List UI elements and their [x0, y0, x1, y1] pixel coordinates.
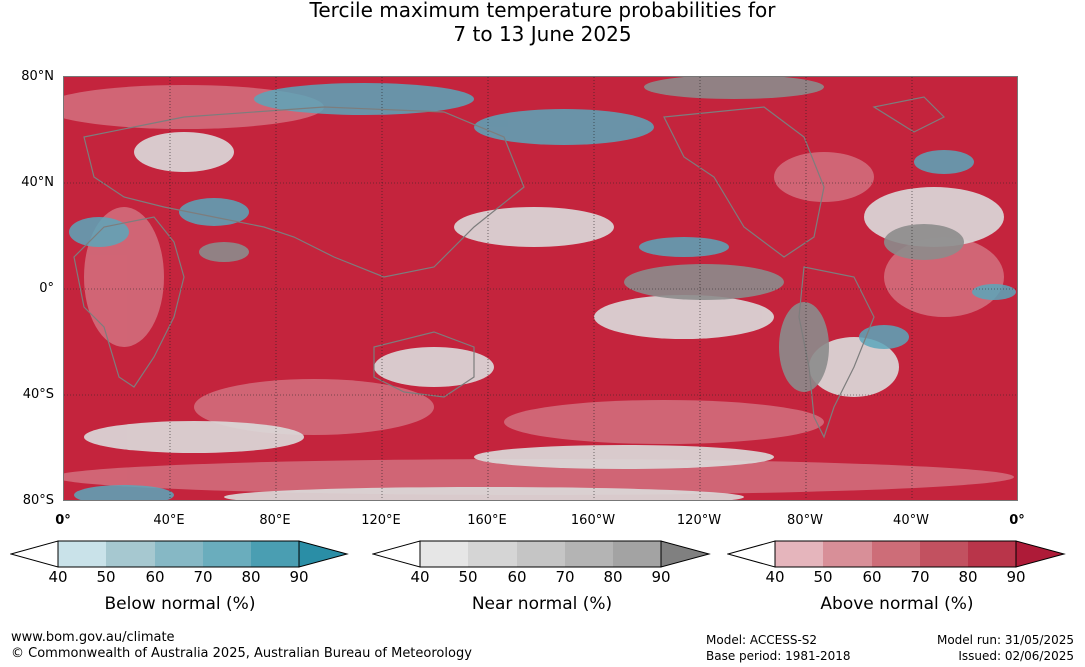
lon-label-160e: 160°E [467, 513, 507, 528]
colorbar-above-seg-3 [872, 541, 920, 567]
below-tick-40: 40 [48, 568, 68, 586]
below-tick-90: 90 [289, 568, 309, 586]
chart-title: Tercile maximum temperature probabilitie… [0, 0, 1085, 46]
near-tick-50: 50 [458, 568, 478, 586]
colorbar-below-seg-6 [299, 541, 347, 567]
colorbar-below-seg-0 [11, 541, 58, 567]
model-name: Model: ACCESS-S2 [706, 633, 818, 647]
lat-label-40n: 40°N [21, 175, 54, 190]
lat-label-80n: 80°N [21, 69, 54, 84]
colorbar-near-seg-1 [420, 541, 468, 567]
above-tick-40: 40 [765, 568, 785, 586]
legend-below-normal: 40 50 60 70 80 90 Below normal (%) [10, 540, 350, 620]
below-tick-70: 70 [193, 568, 213, 586]
colorbar-near-seg-2 [468, 541, 517, 567]
near-tick-40: 40 [410, 568, 430, 586]
colorbar-above-seg-6 [1016, 541, 1064, 567]
above-tick-80: 80 [958, 568, 978, 586]
title-line-2: 7 to 13 June 2025 [453, 22, 632, 46]
lon-label-80w: 80°W [787, 513, 823, 528]
model-run-date: Model run: 31/05/2025 [936, 633, 1074, 647]
lon-label-80e: 80°E [259, 513, 291, 528]
above-tick-70: 70 [910, 568, 930, 586]
near-tick-80: 80 [603, 568, 623, 586]
footer-left: www.bom.gov.au/climate © Commonwealth of… [11, 630, 472, 662]
colorbar-near-seg-6 [661, 541, 709, 567]
lon-label-160w: 160°W [570, 513, 616, 528]
colorbar-near [372, 540, 711, 568]
above-tick-60: 60 [862, 568, 882, 586]
copyright-text: © Commonwealth of Australia 2025, Austra… [11, 646, 472, 661]
legend-above-normal: 40 50 60 70 80 90 Above normal (%) [727, 540, 1067, 620]
colorbar-below-seg-2 [106, 541, 155, 567]
colorbar-above-seg-4 [920, 541, 968, 567]
colorbar-above-seg-0 [728, 541, 775, 567]
lon-label-0-left: 0° [55, 513, 71, 528]
above-tick-50: 50 [813, 568, 833, 586]
lon-label-40e: 40°E [153, 513, 185, 528]
below-tick-60: 60 [145, 568, 165, 586]
colorbar-below [10, 540, 349, 568]
colorbar-near-seg-3 [517, 541, 565, 567]
lat-label-40s: 40°S [22, 387, 54, 402]
near-tick-60: 60 [507, 568, 527, 586]
base-period: Base period: 1981-2018 [706, 649, 851, 663]
coastlines [73, 96, 946, 439]
website-link[interactable]: www.bom.gov.au/climate [11, 630, 175, 645]
near-normal-strong-areas [199, 77, 964, 392]
colorbar-near-seg-5 [613, 541, 661, 567]
lon-label-120w: 120°W [676, 513, 722, 528]
colorbar-above [727, 540, 1066, 568]
above-normal-title: Above normal (%) [820, 594, 974, 614]
map-svg [64, 77, 1017, 500]
colorbar-above-seg-5 [968, 541, 1016, 567]
near-tick-90: 90 [651, 568, 671, 586]
footer-model-info: Model: ACCESS-S2 Base period: 1981-2018 [706, 632, 851, 664]
colorbar-below-seg-3 [155, 541, 203, 567]
lon-label-40w: 40°W [893, 513, 929, 528]
colorbar-near-seg-4 [565, 541, 613, 567]
legend-near-normal: 40 50 60 70 80 90 Near normal (%) [372, 540, 712, 620]
below-normal-title: Below normal (%) [104, 594, 256, 614]
title-line-1: Tercile maximum temperature probabilitie… [309, 0, 776, 22]
lon-label-0-right: 0° [1009, 513, 1025, 528]
footer-run-info: Model run: 31/05/2025 Issued: 02/06/2025 [937, 632, 1074, 664]
colorbar-above-seg-1 [775, 541, 823, 567]
colorbar-near-seg-0 [373, 541, 420, 567]
near-tick-70: 70 [555, 568, 575, 586]
below-tick-80: 80 [241, 568, 261, 586]
below-normal-areas [69, 83, 1016, 500]
lat-label-80s: 80°S [22, 493, 54, 508]
near-normal-title: Near normal (%) [471, 594, 613, 614]
probability-map [63, 76, 1018, 501]
above-tick-90: 90 [1006, 568, 1026, 586]
colorbar-above-seg-2 [823, 541, 872, 567]
graticule [64, 77, 1017, 500]
lat-label-0: 0° [39, 281, 54, 296]
issued-date: Issued: 02/06/2025 [958, 649, 1074, 663]
below-tick-50: 50 [96, 568, 116, 586]
colorbar-below-seg-5 [251, 541, 299, 567]
lon-label-120e: 120°E [361, 513, 401, 528]
colorbar-below-seg-1 [58, 541, 106, 567]
colorbar-below-seg-4 [203, 541, 251, 567]
